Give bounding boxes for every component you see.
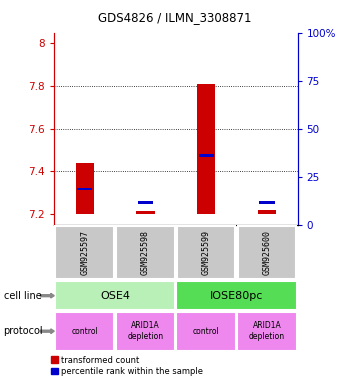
Text: control: control <box>71 327 98 336</box>
Text: GSM925600: GSM925600 <box>262 230 272 275</box>
Text: GSM925599: GSM925599 <box>202 230 211 275</box>
Bar <box>259 201 275 204</box>
Bar <box>116 312 175 351</box>
Bar <box>116 226 175 279</box>
Text: GSM925598: GSM925598 <box>141 230 150 275</box>
Bar <box>76 163 94 214</box>
Bar <box>237 312 297 351</box>
Bar <box>177 226 236 279</box>
Text: GSM925597: GSM925597 <box>80 230 89 275</box>
Text: IOSE80pc: IOSE80pc <box>210 291 263 301</box>
Bar <box>55 281 175 310</box>
Text: ARID1A
depletion: ARID1A depletion <box>249 321 285 341</box>
Bar <box>198 154 214 157</box>
Bar <box>258 210 276 214</box>
Bar <box>197 84 215 214</box>
Bar <box>176 312 236 351</box>
Bar <box>136 211 155 214</box>
Bar <box>176 281 297 310</box>
Text: control: control <box>193 327 220 336</box>
Bar <box>55 312 114 351</box>
Bar <box>77 187 92 190</box>
Text: GDS4826 / ILMN_3308871: GDS4826 / ILMN_3308871 <box>98 11 252 24</box>
Legend: transformed count, percentile rank within the sample: transformed count, percentile rank withi… <box>51 356 203 376</box>
Text: cell line: cell line <box>4 291 41 301</box>
Bar <box>238 226 296 279</box>
Bar <box>138 201 153 204</box>
Bar <box>55 226 114 279</box>
Text: ARID1A
depletion: ARID1A depletion <box>127 321 163 341</box>
Text: protocol: protocol <box>4 326 43 336</box>
Text: OSE4: OSE4 <box>100 291 130 301</box>
